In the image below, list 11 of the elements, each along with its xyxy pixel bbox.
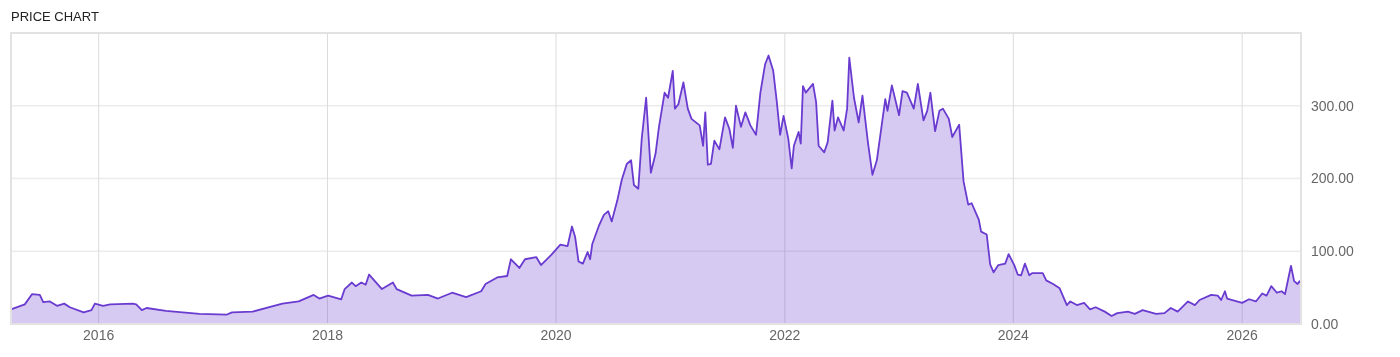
y-tick-label: 0.00: [1311, 315, 1339, 332]
x-tick-label: 2018: [311, 327, 344, 343]
chart-title: PRICE CHART: [11, 9, 99, 24]
x-tick-label: 2024: [997, 327, 1030, 343]
x-tick-label: 2016: [83, 327, 115, 343]
x-tick-label: 2022: [769, 327, 801, 343]
y-tick-label: 200.00: [1311, 170, 1355, 187]
x-tick-label: 2026: [1226, 327, 1258, 343]
y-tick-label: 100.00: [1311, 243, 1355, 260]
x-tick-label: 2020: [540, 327, 572, 343]
y-tick-label: 300.00: [1311, 97, 1355, 114]
